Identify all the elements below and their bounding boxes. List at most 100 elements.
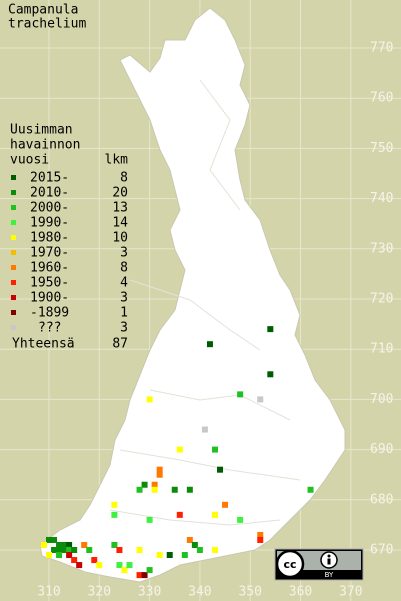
observation: [201, 426, 208, 433]
observation: [186, 486, 193, 493]
observation: [126, 562, 133, 569]
observation: [91, 557, 98, 564]
observation: [111, 511, 118, 518]
observation: [267, 326, 274, 333]
by-icon-body: [327, 558, 331, 565]
legend-count: 8: [120, 171, 128, 186]
observation: [222, 501, 229, 508]
total-label: Yhteensä: [12, 337, 75, 352]
observation: [156, 471, 163, 478]
observation: [181, 552, 188, 559]
observation: [51, 547, 58, 553]
observation: [76, 562, 83, 569]
license-badge[interactable]: cc BY: [274, 548, 364, 581]
y-tick-label: 700: [370, 392, 393, 407]
observation: [237, 516, 244, 523]
observation: [146, 516, 153, 523]
legend-count: 3: [120, 321, 128, 336]
observation: [176, 446, 183, 453]
observation: [136, 547, 143, 553]
x-tick-label: 370: [339, 585, 362, 600]
legend-swatch: [11, 265, 16, 270]
legend-swatch: [11, 295, 16, 300]
observation: [156, 466, 163, 473]
cc-circle: [275, 549, 305, 579]
observation: [111, 541, 118, 548]
finland: [39, 7, 346, 583]
observation: [46, 536, 52, 543]
observation: [66, 552, 73, 559]
legend-count: 3: [120, 246, 128, 261]
x-tick-label: 350: [238, 585, 261, 600]
by-icon-head: [327, 554, 331, 558]
x-tick-label: 340: [188, 585, 211, 600]
observation: [146, 396, 153, 403]
x-tick-label: 330: [138, 585, 161, 600]
legend-heading: vuosi: [10, 153, 49, 168]
observation: [191, 541, 198, 548]
observation: [211, 446, 218, 453]
legend-swatch: [11, 235, 16, 240]
legend-swatch: [11, 190, 16, 195]
total-value: 87: [112, 337, 128, 352]
y-tick-label: 730: [370, 241, 393, 256]
title-line: trachelium: [8, 17, 86, 32]
observation: [196, 547, 203, 553]
observation: [211, 547, 218, 553]
legend-count: 13: [112, 201, 128, 216]
observation: [71, 547, 78, 553]
legend-count: 20: [112, 186, 128, 201]
y-tick-label: 750: [370, 141, 393, 156]
observation: [66, 541, 73, 548]
legend-swatch: [11, 175, 16, 180]
observation: [86, 547, 93, 553]
legend-swatch: [11, 310, 16, 315]
legend-count: 4: [120, 276, 128, 291]
legend-count: 3: [120, 291, 128, 306]
observation: [136, 486, 143, 493]
legend-swatch: [11, 220, 16, 225]
observation: [71, 557, 78, 564]
y-tick-label: 760: [370, 91, 393, 106]
observation: [121, 567, 128, 574]
observation: [116, 547, 123, 553]
observation: [136, 572, 143, 579]
legend-label: 1900-: [30, 291, 69, 306]
y-tick-label: 690: [370, 442, 393, 457]
observation: [141, 572, 148, 579]
legend-label: 1990-: [30, 216, 69, 231]
observation: [56, 547, 63, 553]
y-tick-label: 670: [370, 543, 393, 558]
legend-count: 14: [112, 216, 128, 231]
observation: [40, 541, 47, 548]
legend-heading: havainnon: [10, 138, 80, 153]
legend-label: ???: [38, 321, 61, 336]
cc-text: cc: [283, 558, 296, 571]
observations: [40, 326, 314, 579]
legend-count: 10: [112, 231, 128, 246]
legend-label: 2010-: [30, 186, 69, 201]
legend-swatch: [11, 325, 16, 330]
observation: [217, 466, 224, 473]
legend-swatch: [11, 250, 16, 255]
y-tick-label: 720: [370, 292, 393, 307]
observation: [56, 552, 63, 559]
legend-label: 1950-: [30, 276, 69, 291]
observation: [237, 391, 244, 398]
y-tick-label: 710: [370, 342, 393, 357]
legend-swatch: [11, 205, 16, 210]
observation: [66, 547, 73, 553]
observation: [267, 371, 274, 378]
observation: [206, 341, 213, 348]
y-tick-label: 770: [370, 41, 393, 56]
observation: [257, 531, 264, 538]
legend-label: 1970-: [30, 246, 69, 261]
legend-count: 1: [120, 306, 128, 321]
observation: [46, 552, 52, 559]
observation: [166, 552, 173, 559]
legend-heading: Uusimman: [10, 123, 73, 138]
legend-label: 2000-: [30, 201, 69, 216]
